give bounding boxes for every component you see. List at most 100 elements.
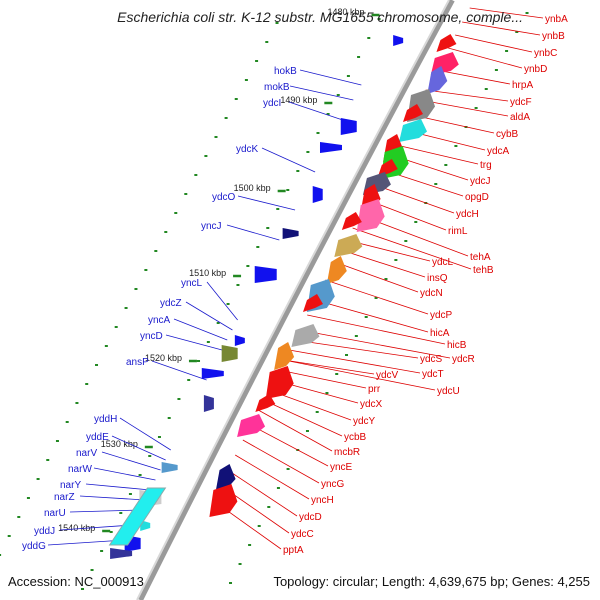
strand-dot: [234, 98, 238, 100]
label-leader: [307, 314, 446, 345]
gene-label-rimL[interactable]: rimL: [448, 226, 468, 237]
gene-label-ydcH[interactable]: ydcH: [456, 209, 479, 220]
gene-label-ydcO[interactable]: ydcO: [212, 192, 236, 203]
gene-feature-right: [209, 484, 238, 517]
gene-label-narW[interactable]: narW: [68, 464, 92, 475]
gene-label-hrpA[interactable]: hrpA: [512, 80, 533, 91]
gene-label-yncD[interactable]: yncD: [140, 331, 163, 342]
gene-label-hicA[interactable]: hicA: [430, 328, 450, 339]
strand-dot: [244, 79, 248, 81]
map-title: Escherichia coli str. K-12 substr. MG165…: [117, 9, 523, 25]
kbp-tick-label: 1530 kbp: [101, 439, 138, 449]
gene-label-yncE[interactable]: yncE: [330, 462, 353, 473]
strand-dot: [265, 41, 269, 43]
gene-label-ydcV[interactable]: ydcV: [376, 370, 399, 381]
strand-dot: [229, 582, 233, 584]
label-leader: [234, 454, 310, 500]
gene-label-ydcY[interactable]: ydcY: [353, 416, 376, 427]
gene-label-yddE[interactable]: yddE: [86, 432, 109, 443]
gene-label-ydcD[interactable]: ydcD: [299, 512, 322, 523]
gene-label-ynbC[interactable]: ynbC: [534, 48, 557, 59]
gene-label-yddG[interactable]: yddG: [22, 541, 46, 552]
gene-label-ydcR[interactable]: ydcR: [452, 354, 475, 365]
gene-label-hicB[interactable]: hicB: [447, 340, 467, 351]
gene-label-yddH[interactable]: yddH: [94, 414, 117, 425]
gene-label-ydcF[interactable]: ydcF: [510, 97, 532, 108]
strand-dot: [374, 297, 378, 299]
label-leader: [119, 417, 171, 451]
gene-label-ynbD[interactable]: ynbD: [524, 64, 547, 75]
gene-feature-left: [312, 186, 323, 203]
strand-dot: [454, 145, 458, 147]
gene-feature-right: [274, 342, 295, 370]
topology-label: Topology: circular; Length: 4,639,675 bp…: [273, 574, 590, 589]
gene-label-ydcU[interactable]: ydcU: [437, 386, 460, 397]
label-leader: [299, 69, 362, 86]
gene-label-ydcT[interactable]: ydcT: [422, 369, 444, 380]
gene-label-insQ[interactable]: insQ: [427, 273, 448, 284]
label-leader: [396, 144, 479, 165]
strand-dot: [128, 493, 132, 495]
gene-label-trg[interactable]: trg: [480, 160, 492, 171]
strand-dot: [276, 208, 280, 210]
strand-dot: [364, 316, 368, 318]
strand-dot: [394, 259, 398, 261]
gene-label-ydcL[interactable]: ydcL: [432, 257, 454, 268]
gene-label-cybB[interactable]: cybB: [496, 129, 519, 140]
strand-dot: [109, 531, 113, 533]
strand-dot: [138, 474, 142, 476]
chromosome-axis: [137, 0, 455, 600]
strand-dot: [144, 269, 148, 271]
gene-label-ydcS[interactable]: ydcS: [420, 354, 443, 365]
gene-label-narZ[interactable]: narZ: [54, 492, 75, 503]
label-leader: [340, 249, 426, 278]
kbp-tick-label: 1520 kbp: [145, 353, 182, 363]
gene-label-ydcX[interactable]: ydcX: [360, 399, 383, 410]
gene-label-hokB[interactable]: hokB: [274, 66, 297, 77]
strand-dot: [104, 345, 108, 347]
gene-label-prr[interactable]: prr: [368, 384, 381, 395]
gene-label-yncH[interactable]: yncH: [311, 495, 334, 506]
label-leader: [448, 47, 523, 69]
gene-label-yncJ[interactable]: yncJ: [201, 221, 222, 232]
gene-label-mokB[interactable]: mokB: [264, 82, 290, 93]
gene-label-narY[interactable]: narY: [60, 480, 81, 491]
gene-label-narU[interactable]: narU: [44, 508, 66, 519]
gene-label-ydcJ[interactable]: ydcJ: [470, 176, 491, 187]
gene-feature-left: [319, 142, 342, 153]
gene-label-pptA[interactable]: pptA: [283, 545, 304, 556]
label-leader: [469, 7, 544, 19]
gene-feature-left: [110, 548, 133, 559]
label-leader: [59, 524, 133, 531]
gene-label-yncL[interactable]: yncL: [181, 278, 203, 289]
gene-label-ydcA[interactable]: ydcA: [487, 146, 510, 157]
gene-feature-right: [265, 366, 294, 399]
strand-dot: [85, 383, 89, 385]
gene-label-ydcP[interactable]: ydcP: [430, 310, 453, 321]
gene-features-right: [209, 34, 459, 517]
gene-label-ydcZ[interactable]: ydcZ: [160, 298, 182, 309]
gene-feature-right: [356, 199, 385, 232]
label-leader: [101, 451, 161, 471]
gene-label-ynbA[interactable]: ynbA: [545, 14, 568, 25]
gene-label-ycbB[interactable]: ycbB: [344, 432, 367, 443]
gene-label-tehA[interactable]: tehA: [470, 252, 491, 263]
gene-label-opgD[interactable]: opgD: [465, 192, 489, 203]
gene-label-aldA[interactable]: aldA: [510, 112, 530, 123]
gene-label-ydcK[interactable]: ydcK: [236, 144, 259, 155]
gene-label-ydcC[interactable]: ydcC: [291, 529, 314, 540]
gene-label-ynbB[interactable]: ynbB: [542, 31, 565, 42]
gene-label-ydcI[interactable]: ydcI: [263, 98, 281, 109]
strand-dot: [17, 516, 21, 518]
gene-label-yddJ[interactable]: yddJ: [34, 526, 55, 537]
gene-label-mcbR[interactable]: mcbR: [334, 447, 360, 458]
gene-label-narV[interactable]: narV: [76, 448, 97, 459]
gene-label-tehB[interactable]: tehB: [473, 265, 494, 276]
gene-label-ydcN[interactable]: ydcN: [420, 288, 443, 299]
gene-label-ansP[interactable]: ansP: [126, 357, 149, 368]
strand-dot: [248, 544, 252, 546]
gene-label-yncG[interactable]: yncG: [321, 479, 345, 490]
gene-label-yncA[interactable]: yncA: [148, 315, 171, 326]
strand-dot: [257, 525, 261, 527]
strand-dot: [177, 398, 181, 400]
